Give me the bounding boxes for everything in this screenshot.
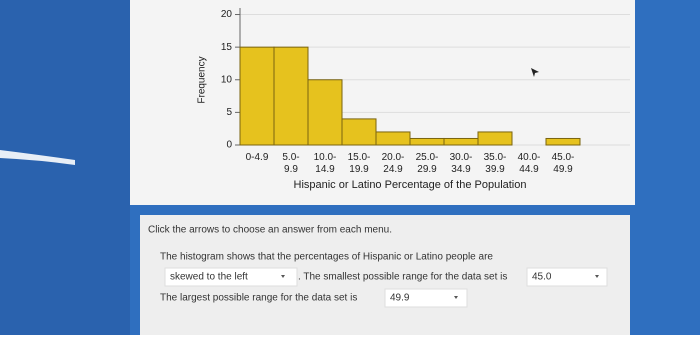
question-text: The largest possible range for the data … [160,293,357,304]
dropdown[interactable]: 45.0 [526,267,608,287]
x-tick-label: 10.0-14.9 [314,152,337,175]
x-tick-label: 0-4.9 [246,152,269,163]
left-panel [0,0,130,335]
y-tick-label: 20 [221,9,233,20]
x-axis-title: Hispanic or Latino Percentage of the Pop… [294,179,527,191]
bar [341,118,377,146]
bar [545,137,581,146]
y-axis-title: Frequency [197,56,208,103]
x-tick-label: 35.0-39.9 [484,152,507,175]
dropdown-arrow[interactable] [454,296,458,299]
x-tick-label: 45.0-49.9 [552,152,575,175]
x-tick-label: 40.0-44.9 [518,152,541,175]
bar [307,79,343,146]
dropdown-value[interactable]: skewed to the left [170,272,248,283]
bar [375,131,411,146]
dropdown-value[interactable]: 45.0 [532,272,552,283]
dropdown-arrow[interactable] [281,275,285,278]
y-tick-label: 0 [226,140,232,151]
instruction: Click the arrows to choose an answer fro… [148,225,392,236]
question-text: . The smallest possible range for the da… [298,272,507,283]
dropdown-box[interactable] [526,267,608,287]
y-tick-label: 5 [226,107,232,118]
bar [273,46,309,146]
x-tick-label: 15.0-19.9 [348,152,371,175]
dropdown[interactable]: 49.9 [384,288,468,308]
dropdown[interactable]: skewed to the left [164,267,298,287]
cursor [531,68,539,77]
dropdown-arrow[interactable] [595,275,599,278]
y-tick-label: 15 [221,42,233,53]
chart-card [130,0,635,205]
glare [0,150,75,165]
dropdown-box[interactable] [384,288,468,308]
dropdown-value[interactable]: 49.9 [390,293,410,304]
bar [443,137,479,146]
bar [239,46,275,146]
x-tick-label: 30.0-34.9 [450,152,473,175]
y-tick-label: 10 [221,74,233,85]
bar [409,137,445,146]
x-tick-label: 5.0-9.9 [282,152,299,175]
dropdown-box[interactable] [164,267,298,287]
question-text: The histogram shows that the percentages… [160,252,493,263]
bar [477,131,513,146]
x-tick-label: 25.0-29.9 [416,152,439,175]
x-tick-label: 20.0-24.9 [382,152,405,175]
